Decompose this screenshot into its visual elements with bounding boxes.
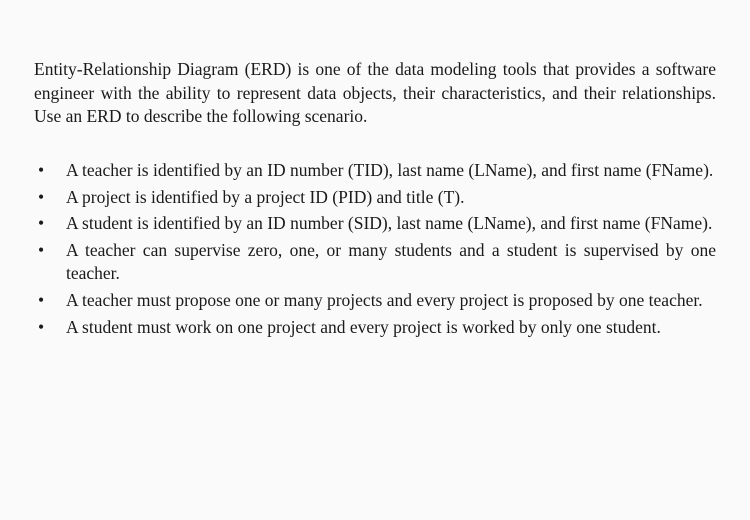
list-item-text: A student must work on one project and e… (66, 316, 716, 340)
list-item: • A project is identified by a project I… (34, 186, 716, 210)
intro-paragraph: Entity-Relationship Diagram (ERD) is one… (34, 58, 716, 129)
list-item: • A student must work on one project and… (34, 316, 716, 340)
bullet-icon: • (34, 289, 66, 313)
bullet-icon: • (34, 212, 66, 236)
list-item: • A teacher is identified by an ID numbe… (34, 159, 716, 183)
list-item-text: A teacher can supervise zero, one, or ma… (66, 239, 716, 286)
bullet-icon: • (34, 239, 66, 263)
scenario-list: • A teacher is identified by an ID numbe… (34, 159, 716, 339)
list-item-text: A teacher is identified by an ID number … (66, 159, 716, 183)
list-item: • A student is identified by an ID numbe… (34, 212, 716, 236)
list-item-text: A student is identified by an ID number … (66, 212, 716, 236)
list-item-text: A project is identified by a project ID … (66, 186, 716, 210)
bullet-icon: • (34, 159, 66, 183)
list-item-text: A teacher must propose one or many proje… (66, 289, 716, 313)
list-item: • A teacher can supervise zero, one, or … (34, 239, 716, 286)
bullet-icon: • (34, 186, 66, 210)
list-item: • A teacher must propose one or many pro… (34, 289, 716, 313)
bullet-icon: • (34, 316, 66, 340)
